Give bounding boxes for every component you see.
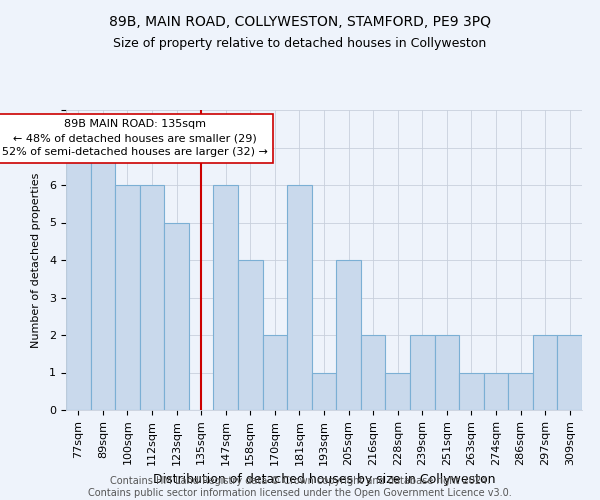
Bar — [238, 260, 263, 410]
Bar — [312, 372, 336, 410]
Text: Contains HM Land Registry data © Crown copyright and database right 2024.
Contai: Contains HM Land Registry data © Crown c… — [88, 476, 512, 498]
Bar — [434, 335, 459, 410]
Bar — [66, 148, 91, 410]
Bar — [164, 222, 189, 410]
Text: Size of property relative to detached houses in Collyweston: Size of property relative to detached ho… — [113, 38, 487, 51]
Y-axis label: Number of detached properties: Number of detached properties — [31, 172, 41, 348]
Bar — [459, 372, 484, 410]
Bar — [263, 335, 287, 410]
Text: 89B, MAIN ROAD, COLLYWESTON, STAMFORD, PE9 3PQ: 89B, MAIN ROAD, COLLYWESTON, STAMFORD, P… — [109, 15, 491, 29]
Bar — [140, 185, 164, 410]
Bar — [214, 185, 238, 410]
Bar — [336, 260, 361, 410]
Bar — [361, 335, 385, 410]
X-axis label: Distribution of detached houses by size in Collyweston: Distribution of detached houses by size … — [153, 473, 495, 486]
Bar — [557, 335, 582, 410]
Bar — [115, 185, 140, 410]
Bar — [410, 335, 434, 410]
Bar — [484, 372, 508, 410]
Bar — [533, 335, 557, 410]
Bar — [287, 185, 312, 410]
Bar — [385, 372, 410, 410]
Bar — [508, 372, 533, 410]
Bar — [91, 148, 115, 410]
Text: 89B MAIN ROAD: 135sqm
← 48% of detached houses are smaller (29)
52% of semi-deta: 89B MAIN ROAD: 135sqm ← 48% of detached … — [2, 120, 268, 158]
